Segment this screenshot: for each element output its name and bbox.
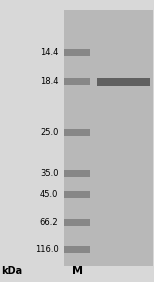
Text: 66.2: 66.2 [40, 218, 58, 227]
Bar [64, 49, 89, 56]
Text: 116.0: 116.0 [35, 245, 58, 254]
Bar [64, 246, 89, 253]
Bar [97, 78, 150, 86]
Text: 25.0: 25.0 [40, 128, 58, 137]
Text: 14.4: 14.4 [40, 48, 58, 57]
Bar [64, 78, 89, 85]
Bar [64, 191, 89, 198]
Text: 45.0: 45.0 [40, 190, 58, 199]
Text: M: M [72, 266, 83, 276]
Bar [64, 170, 89, 177]
Bar [64, 10, 152, 266]
Bar [64, 129, 89, 136]
Bar [64, 219, 89, 226]
Text: kDa: kDa [1, 266, 22, 276]
Text: 18.4: 18.4 [40, 77, 58, 86]
Text: 35.0: 35.0 [40, 169, 58, 178]
